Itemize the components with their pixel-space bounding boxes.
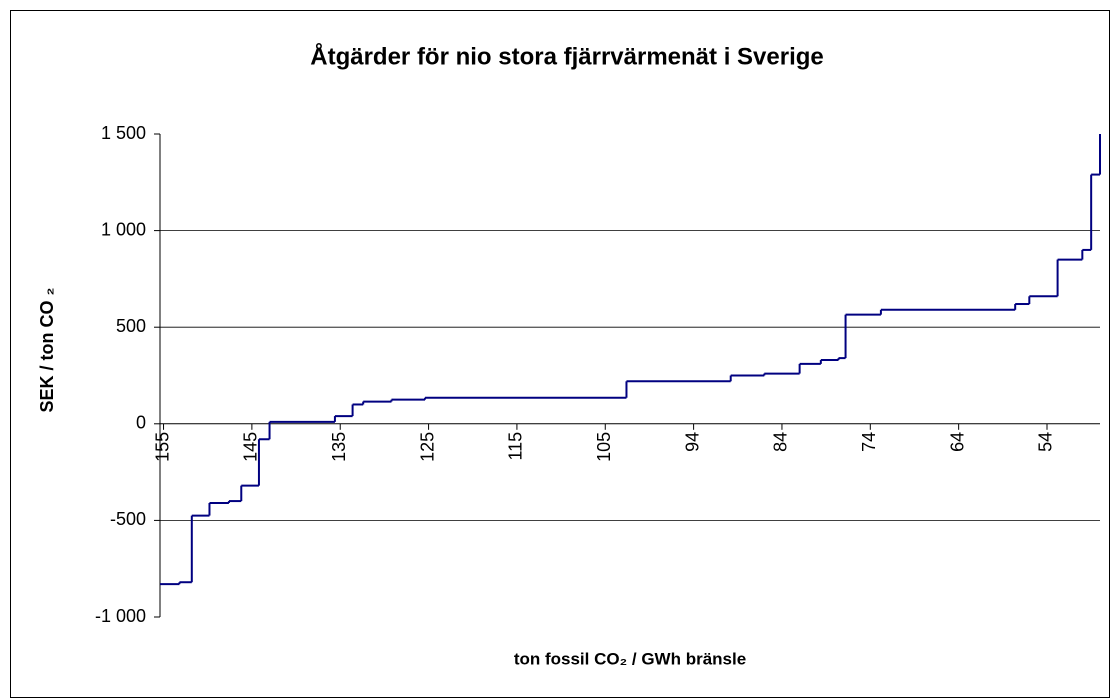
chart-title: Åtgärder för nio stora fjärrvärmenät i S… bbox=[310, 42, 824, 70]
y-tick-label: 0 bbox=[136, 413, 146, 433]
y-tick-label: 500 bbox=[116, 316, 146, 336]
x-tick-label: 84 bbox=[771, 432, 791, 452]
x-tick-label: 155 bbox=[152, 432, 172, 462]
y-tick-label: -500 bbox=[110, 509, 146, 529]
chart-border bbox=[10, 10, 1110, 698]
x-tick-label: 145 bbox=[241, 432, 261, 462]
x-tick-label: 125 bbox=[417, 432, 437, 462]
y-tick-label: -1 000 bbox=[95, 606, 146, 626]
x-tick-label: 105 bbox=[594, 432, 614, 462]
x-tick-label: 94 bbox=[682, 432, 702, 452]
x-tick-label: 74 bbox=[859, 432, 879, 452]
x-tick-label: 135 bbox=[329, 432, 349, 462]
y-tick-label: 1 500 bbox=[101, 123, 146, 143]
x-tick-label: 115 bbox=[506, 432, 526, 461]
x-tick-label: 54 bbox=[1036, 432, 1056, 452]
x-tick-label: 64 bbox=[947, 432, 967, 452]
y-tick-label: 1 000 bbox=[101, 219, 146, 239]
y-axis-label: SEK / ton CO ₂ bbox=[37, 288, 57, 413]
x-axis-label: ton fossil CO₂ / GWh bränsle bbox=[514, 649, 746, 668]
